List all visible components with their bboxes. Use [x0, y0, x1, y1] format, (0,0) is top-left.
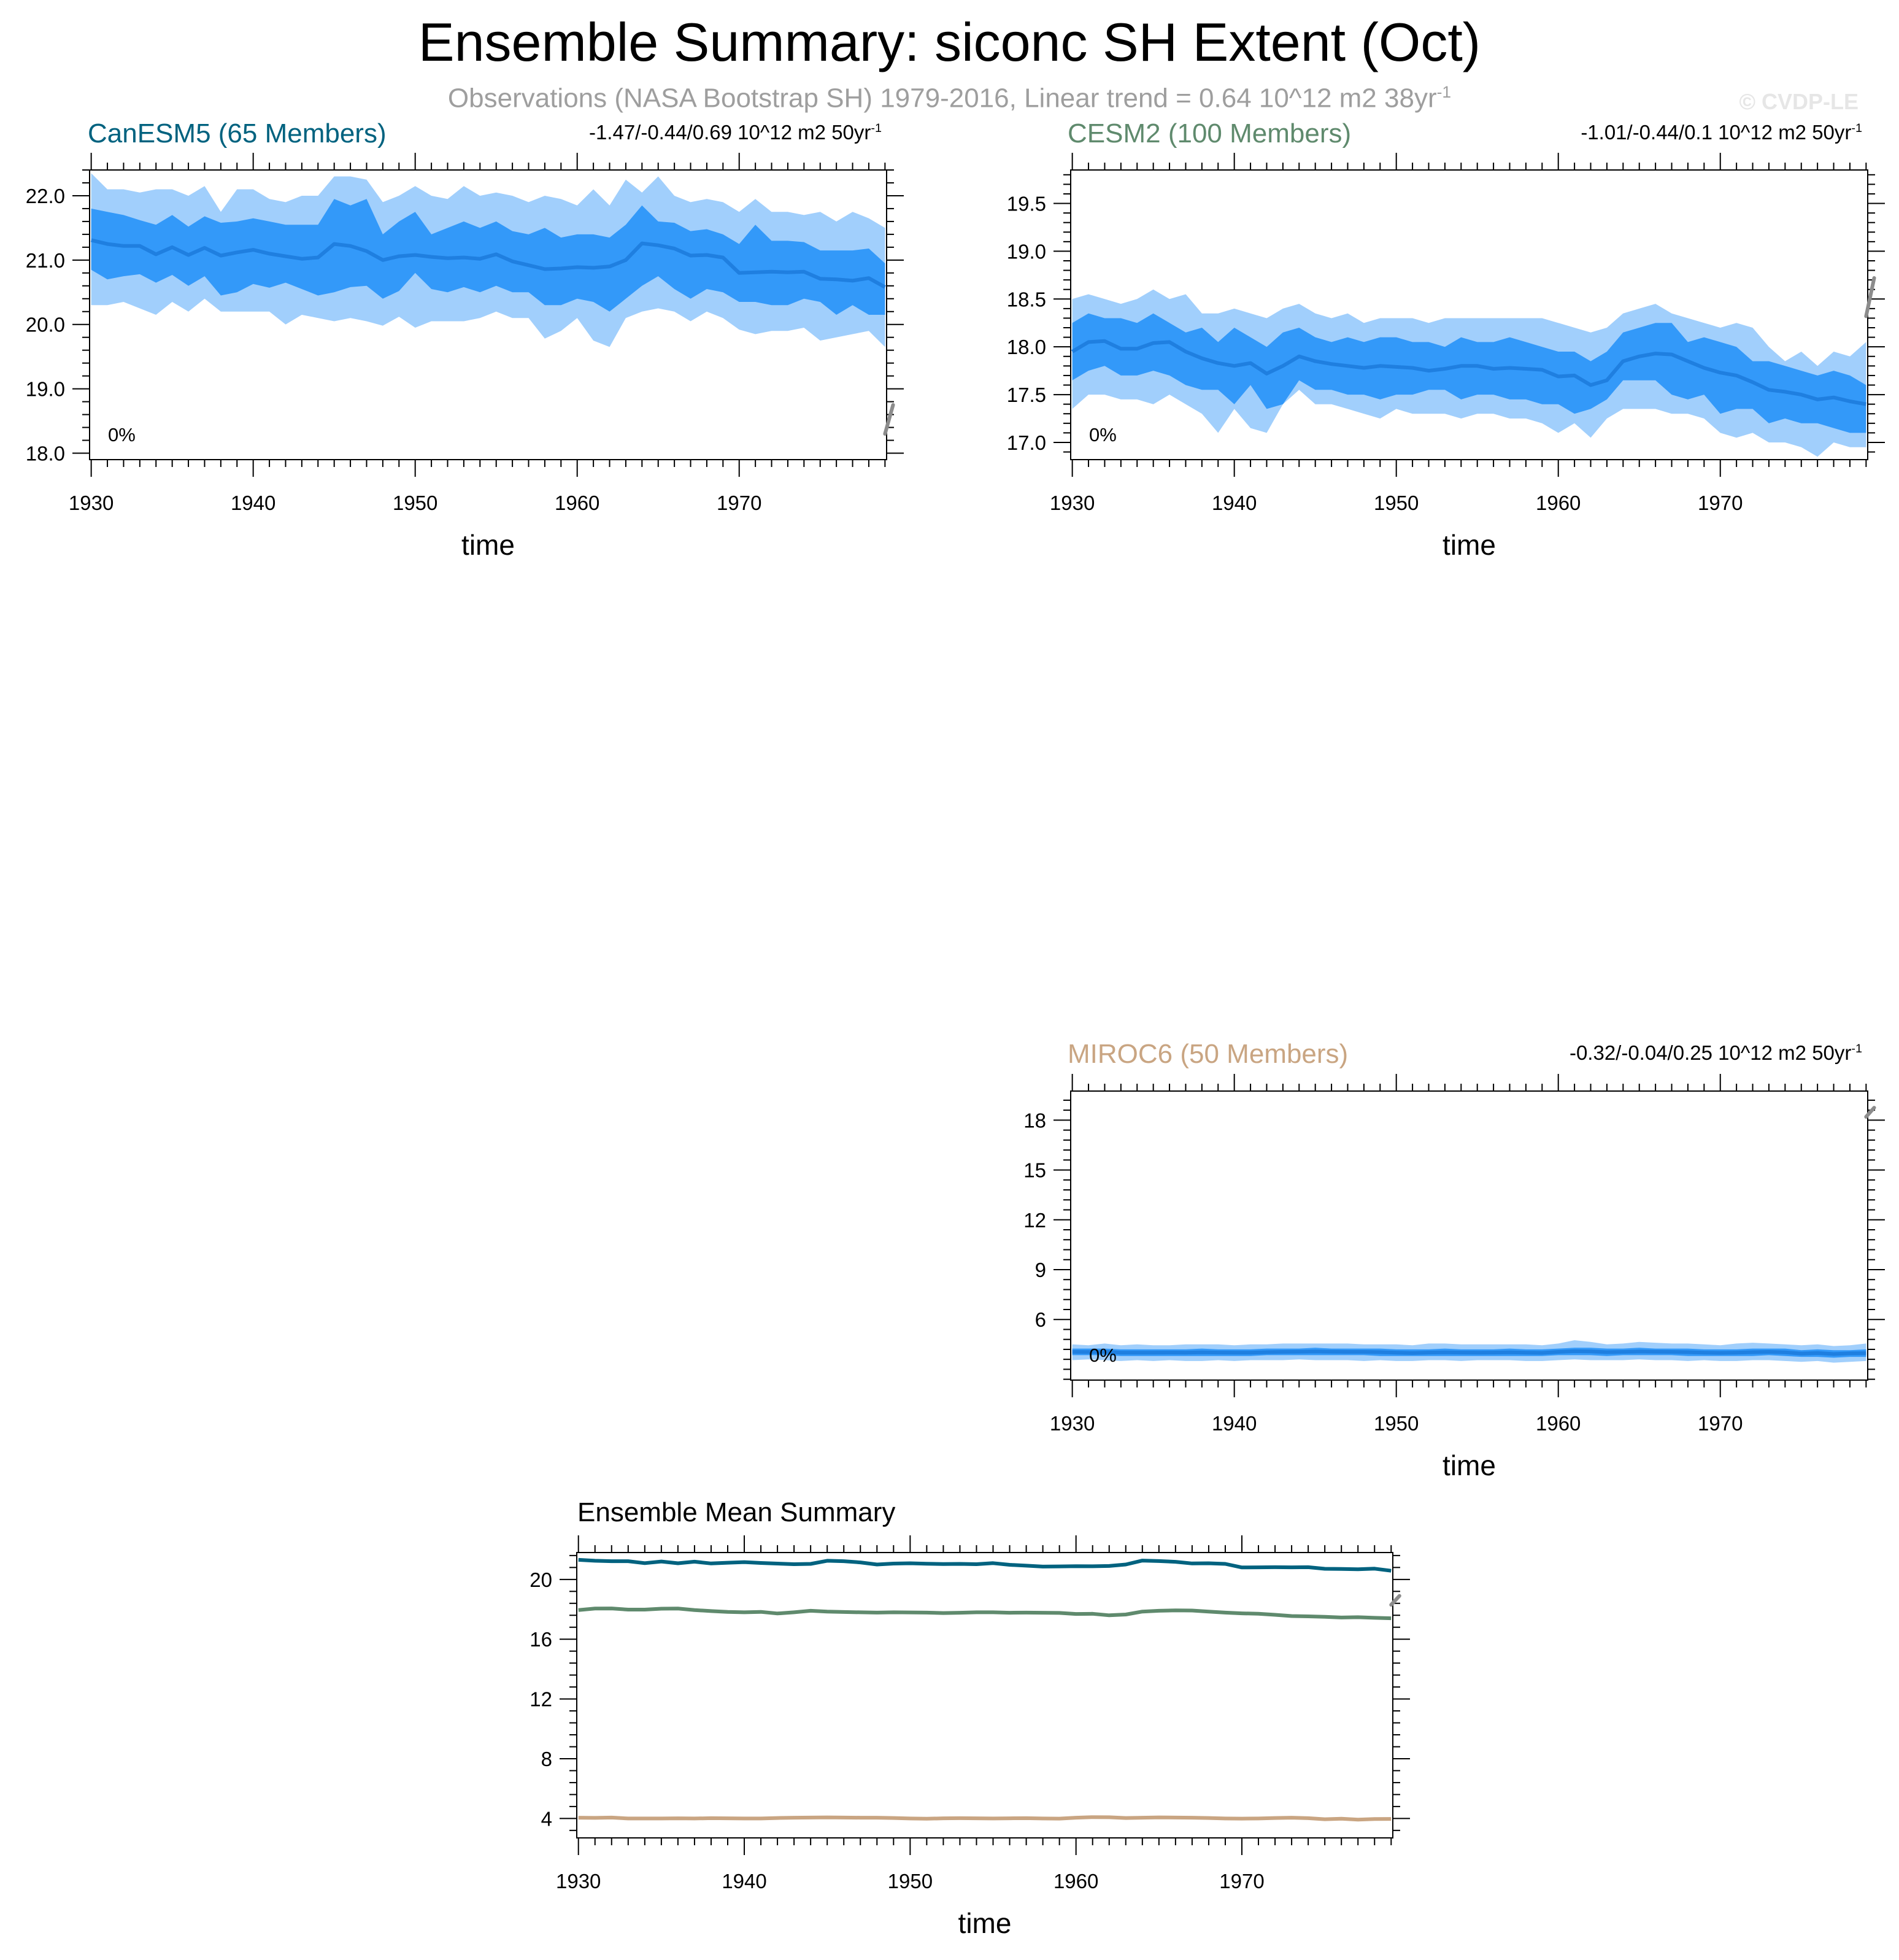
x-tick-label: 1930	[1050, 1412, 1095, 1435]
trend-text: -0.32/-0.04/0.25 10^12 m2 50yr	[1569, 1041, 1852, 1064]
x-tick-label: 1940	[1212, 492, 1257, 514]
obs-trend-line	[1389, 1594, 1401, 1607]
panel-title-cesm2: CESM2 (100 Members)	[1068, 118, 1352, 149]
y-tick-label: 18.0	[1007, 336, 1046, 358]
x-axis-title: time	[461, 529, 515, 561]
percent-label: 0%	[1089, 1345, 1117, 1366]
x-tick-label: 1970	[1698, 1412, 1743, 1435]
trend-superscript: -1	[1851, 1042, 1862, 1055]
plot-frame	[1070, 1090, 1868, 1381]
y-tick-label: 16	[530, 1628, 552, 1651]
y-tick-label: 18	[1023, 1109, 1046, 1132]
ensemble-mean-series-line	[578, 1815, 1392, 1822]
chart-panel-1: 17.0 17.5 18.0 18.5 19.0 19.5 1930 1940 1950 1960…	[1007, 153, 1885, 561]
panel-title-ensemble-mean: Ensemble Mean Summary	[577, 1497, 896, 1527]
panel-trend-cesm2: -1.01/-0.44/0.1 10^12 m2 50yr-1	[1581, 121, 1862, 144]
x-tick-label: 1970	[717, 492, 761, 514]
chart-panel-0: 18.0 19.0 20.0 21.0 22.0 1930 1940 1950 1960 1970…	[26, 153, 904, 561]
y-tick-label: 4	[541, 1807, 552, 1830]
ensemble-mean-series-line	[578, 1557, 1392, 1573]
percent-label: 0%	[1089, 424, 1117, 446]
subtitle-text: Observations (NASA Bootstrap SH) 1979-20…	[447, 83, 1437, 114]
page-title: Ensemble Summary: siconc SH Extent (Oct)	[418, 12, 1481, 72]
x-tick-label: 1930	[556, 1870, 601, 1892]
y-tick-label: 9	[1035, 1259, 1046, 1281]
ensemble-mean-line	[1071, 339, 1866, 406]
y-tick-label: 8	[541, 1748, 552, 1770]
y-tick-label: 17.0	[1007, 431, 1046, 454]
obs-trend-line	[883, 403, 895, 436]
y-tick-label: 12	[1023, 1209, 1046, 1232]
x-tick-label: 1960	[1054, 1870, 1098, 1892]
x-tick-label: 1940	[722, 1870, 766, 1892]
trend-text: -1.01/-0.44/0.1 10^12 m2 50yr	[1581, 121, 1852, 144]
x-tick-label: 1950	[888, 1870, 933, 1892]
y-tick-label: 18.5	[1007, 288, 1046, 311]
plot-frame	[576, 1552, 1393, 1838]
chart-panel-3: 4 8 12 16 20 1930 1940 1950 1960 1970 time	[530, 1535, 1410, 1939]
x-tick-label: 1960	[555, 492, 599, 514]
trend-text: -1.47/-0.44/0.69 10^12 m2 50yr	[588, 121, 871, 144]
x-tick-label: 1930	[1050, 492, 1095, 514]
x-tick-label: 1960	[1536, 1412, 1581, 1435]
trend-superscript: -1	[871, 122, 882, 135]
x-tick-label: 1930	[69, 492, 114, 514]
y-tick-label: 6	[1035, 1308, 1046, 1331]
band-25-75-percentile	[1072, 313, 1866, 433]
panel-title-canesm5: CanESM5 (65 Members)	[88, 118, 387, 149]
ensemble-mean-line	[90, 238, 886, 289]
plot-area	[1071, 289, 1866, 457]
plot-area	[578, 1557, 1392, 1822]
x-tick-label: 1970	[1219, 1870, 1264, 1892]
y-tick-label: 18.0	[26, 442, 65, 465]
y-tick-label: 19.0	[26, 378, 65, 401]
copyright-watermark: © CVDP-LE	[1739, 89, 1859, 114]
x-tick-label: 1950	[1374, 492, 1419, 514]
ensemble-mean-series-line	[578, 1607, 1392, 1621]
x-axis-title: time	[1443, 1449, 1496, 1481]
x-tick-label: 1970	[1698, 492, 1743, 514]
x-axis-title: time	[1443, 529, 1496, 561]
y-tick-label: 20	[530, 1568, 552, 1591]
y-tick-label: 17.5	[1007, 384, 1046, 406]
trend-superscript: -1	[1851, 122, 1862, 135]
panel-title-miroc6: MIROC6 (50 Members)	[1068, 1039, 1349, 1069]
percent-label: 0%	[108, 424, 136, 446]
y-tick-label: 15	[1023, 1159, 1046, 1182]
y-tick-label: 22.0	[26, 185, 65, 207]
chart-panel-2: 6 9 12 15 18 1930 1940 1950 1960 1970 time 0%	[1023, 1074, 1885, 1481]
x-tick-label: 1940	[1212, 1412, 1257, 1435]
subtitle: Observations (NASA Bootstrap SH) 1979-20…	[0, 83, 1899, 114]
plot-area	[90, 173, 886, 347]
obs-trend-line	[1864, 276, 1876, 318]
y-tick-label: 19.5	[1007, 193, 1046, 215]
obs-trend-line	[1864, 1106, 1876, 1119]
x-tick-label: 1940	[231, 492, 275, 514]
y-tick-label: 19.0	[1007, 240, 1046, 263]
panel-trend-miroc6: -0.32/-0.04/0.25 10^12 m2 50yr-1	[1570, 1041, 1862, 1065]
y-tick-label: 12	[530, 1688, 552, 1711]
x-tick-label: 1950	[1374, 1412, 1419, 1435]
x-tick-label: 1960	[1536, 492, 1581, 514]
y-tick-label: 20.0	[26, 314, 65, 336]
plot-frame	[89, 169, 887, 460]
x-tick-label: 1950	[393, 492, 437, 514]
plot-area	[1072, 1340, 1866, 1363]
panel-trend-canesm5: -1.47/-0.44/0.69 10^12 m2 50yr-1	[589, 121, 882, 144]
y-tick-label: 21.0	[26, 249, 65, 272]
x-axis-title: time	[958, 1907, 1012, 1939]
ensemble-mean-line	[1072, 1349, 1866, 1356]
subtitle-superscript: -1	[1436, 83, 1452, 101]
